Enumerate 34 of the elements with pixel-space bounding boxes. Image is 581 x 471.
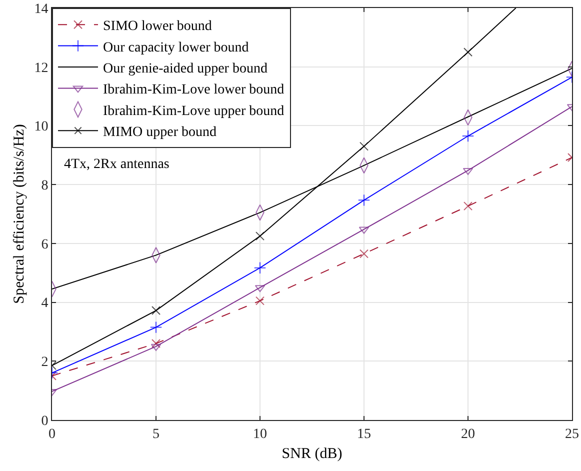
y-tick-label: 10 bbox=[34, 120, 48, 135]
y-tick-label: 6 bbox=[41, 237, 48, 252]
y-tick-label: 14 bbox=[34, 2, 48, 17]
y-axis-title: Spectral efficiency (bits/s/Hz) bbox=[11, 124, 28, 304]
x-tick-label: 5 bbox=[152, 426, 160, 442]
point bbox=[464, 202, 472, 211]
point bbox=[360, 249, 368, 258]
point bbox=[358, 194, 370, 206]
point bbox=[464, 48, 472, 57]
y-tick-label: 0 bbox=[41, 414, 48, 429]
legend-label: Our genie-aided upper bound bbox=[103, 61, 268, 76]
y-tick-label: 2 bbox=[41, 355, 48, 370]
point bbox=[256, 296, 264, 306]
legend-label: SIMO lower bound bbox=[103, 19, 212, 34]
point bbox=[462, 130, 474, 142]
y-tick-label: 8 bbox=[41, 178, 48, 194]
legend-label: MIMO upper bound bbox=[103, 125, 217, 140]
point bbox=[254, 262, 266, 274]
point bbox=[152, 338, 160, 348]
point bbox=[360, 142, 368, 151]
x-axis-title: SNR (dB) bbox=[282, 446, 342, 462]
x-tick-label: 15 bbox=[357, 426, 371, 442]
legend-label: Ibrahim-Kim-Love lower bound bbox=[103, 82, 284, 98]
point bbox=[150, 321, 162, 334]
point bbox=[152, 306, 160, 316]
y-tick-label: 4 bbox=[41, 296, 48, 312]
x-tick-label: 20 bbox=[461, 426, 475, 442]
legend-label: Ibrahim-Kim-Love upper bound bbox=[103, 104, 284, 119]
legend-label: Our capacity lower bound bbox=[103, 40, 249, 56]
y-tick-label: 12 bbox=[34, 60, 48, 76]
x-tick-label: 25 bbox=[565, 426, 579, 442]
x-tick-label: 10 bbox=[253, 426, 267, 442]
annotation: 4Tx, 2Rx antennas bbox=[64, 157, 170, 172]
point bbox=[256, 232, 264, 241]
